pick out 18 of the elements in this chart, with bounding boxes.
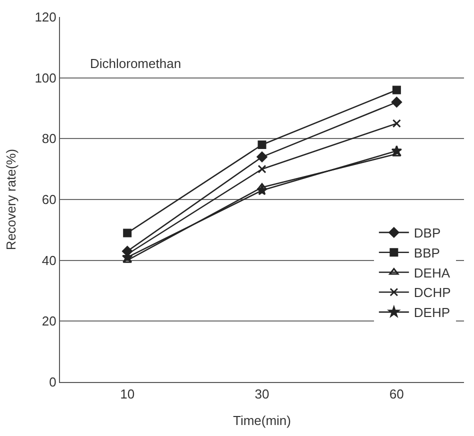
y-tick-label: 120: [34, 10, 56, 25]
y-tick-label: 80: [42, 131, 56, 146]
y-axis-title: Recovery rate(%): [4, 148, 19, 250]
x-tick-label: 10: [120, 386, 135, 402]
y-tick-label: 100: [34, 70, 56, 86]
legend-label: DEHP: [414, 305, 450, 320]
legend-label: DBP: [414, 226, 441, 241]
y-tick-label: 0: [49, 374, 56, 390]
x-tick-label: 60: [389, 386, 404, 402]
x-tick-label: 30: [254, 386, 270, 402]
legend-label: DEHA: [414, 265, 450, 280]
x-axis-title: Time(min): [232, 413, 292, 428]
y-tick-label: 20: [42, 314, 56, 329]
legend-label: BBP: [414, 245, 440, 260]
annotation: Dichloromethan: [90, 56, 182, 71]
y-tick-label: 40: [42, 252, 56, 268]
legend-label: DCHP: [414, 285, 451, 300]
y-tick-label: 60: [42, 192, 56, 208]
